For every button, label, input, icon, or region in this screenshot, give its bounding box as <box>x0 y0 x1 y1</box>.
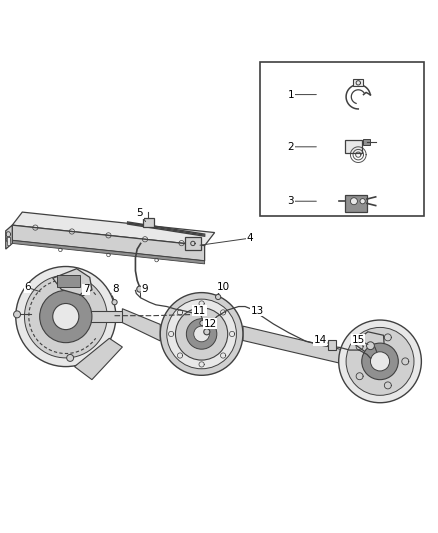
Polygon shape <box>122 309 160 341</box>
Bar <box>328 341 336 350</box>
Bar <box>363 140 370 144</box>
Circle shape <box>200 320 205 326</box>
Bar <box>345 140 362 154</box>
Circle shape <box>160 293 243 375</box>
Bar <box>185 237 201 249</box>
Circle shape <box>339 320 421 403</box>
Circle shape <box>53 303 79 329</box>
Text: 11: 11 <box>193 306 206 316</box>
Circle shape <box>137 286 143 292</box>
Text: 4: 4 <box>246 233 253 243</box>
Circle shape <box>215 294 221 300</box>
Circle shape <box>16 266 116 367</box>
Text: 1: 1 <box>287 90 294 100</box>
Polygon shape <box>74 338 122 379</box>
Polygon shape <box>12 240 205 264</box>
Circle shape <box>367 342 374 350</box>
Circle shape <box>204 329 210 335</box>
Text: 5: 5 <box>137 208 143 219</box>
Polygon shape <box>12 225 205 261</box>
Bar <box>57 275 80 287</box>
Text: 3: 3 <box>287 196 294 206</box>
Bar <box>79 311 122 322</box>
Circle shape <box>176 308 228 360</box>
Polygon shape <box>243 326 358 367</box>
Text: 15: 15 <box>352 335 365 345</box>
Bar <box>345 195 367 212</box>
Circle shape <box>67 354 74 361</box>
Polygon shape <box>353 332 385 356</box>
Text: 12: 12 <box>204 319 217 329</box>
Polygon shape <box>53 269 92 296</box>
Polygon shape <box>12 212 215 246</box>
Text: 8: 8 <box>112 284 119 294</box>
Circle shape <box>362 343 398 379</box>
Bar <box>143 218 154 228</box>
Polygon shape <box>6 225 12 249</box>
Circle shape <box>14 311 21 318</box>
Text: 2: 2 <box>287 142 294 152</box>
Circle shape <box>40 290 92 343</box>
Text: 9: 9 <box>142 284 148 294</box>
Circle shape <box>112 300 117 305</box>
Circle shape <box>186 319 217 349</box>
Circle shape <box>194 326 209 342</box>
Text: 14: 14 <box>313 335 327 345</box>
Text: 10: 10 <box>217 282 230 293</box>
Circle shape <box>167 299 237 369</box>
Text: 7: 7 <box>83 284 89 294</box>
Circle shape <box>360 199 365 204</box>
Circle shape <box>350 198 357 205</box>
Text: 13: 13 <box>251 306 264 316</box>
Text: 6: 6 <box>24 282 31 293</box>
Circle shape <box>371 352 390 371</box>
Bar <box>353 79 364 86</box>
Circle shape <box>346 327 414 395</box>
Bar <box>7 237 10 245</box>
Circle shape <box>25 275 107 358</box>
Bar <box>260 62 424 216</box>
